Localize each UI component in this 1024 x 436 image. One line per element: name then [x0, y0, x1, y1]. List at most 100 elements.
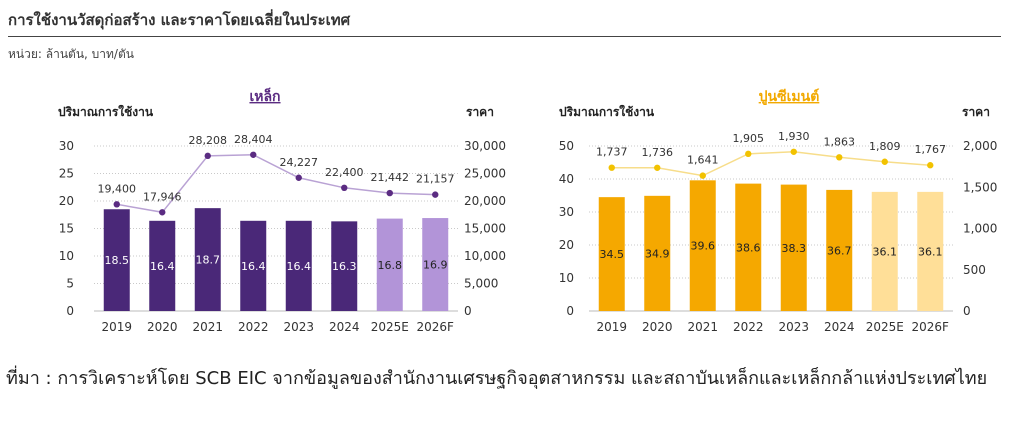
bar [422, 218, 449, 311]
x-tick-label: 2023 [778, 320, 809, 334]
x-tick-label: 2022 [733, 320, 764, 334]
price-label: 22,400 [325, 166, 364, 179]
x-tick-label: 2023 [283, 320, 314, 334]
price-label: 1,930 [778, 130, 810, 143]
y-tick-label: 15 [59, 222, 74, 236]
price-label: 24,227 [280, 156, 319, 169]
x-tick-label: 2021 [687, 320, 718, 334]
y2-tick-label: 20,000 [464, 194, 506, 208]
price-label: 1,905 [733, 132, 765, 145]
bar-value-label: 36.7 [827, 244, 852, 257]
x-tick-label: 2024 [824, 320, 855, 334]
x-tick-label: 2019 [101, 320, 132, 334]
price-point [654, 164, 661, 171]
bar [826, 189, 853, 311]
x-tick-label: 2026F [912, 320, 950, 334]
price-point [250, 151, 257, 158]
bar-value-label: 16.3 [332, 260, 357, 273]
bar [598, 197, 625, 311]
x-tick-label: 2026F [417, 320, 455, 334]
bar-value-label: 39.6 [691, 240, 716, 253]
bar-value-label: 34.9 [645, 247, 670, 260]
y-tick-label: 10 [59, 249, 74, 263]
y2-tick-label: 500 [963, 263, 986, 277]
y-tick-label: 20 [559, 238, 574, 252]
price-label: 1,737 [596, 146, 628, 159]
bar [917, 191, 944, 311]
y-tick-label: 20 [59, 194, 74, 208]
charts-canvas: 0 5 10 15 20 25 30 0 5,000 10,000 15,000 20,000 25,0… [58, 87, 998, 334]
y-tick-label: 0 [66, 304, 74, 318]
y2-tick-label: 30,000 [464, 139, 506, 153]
price-label: 1,809 [869, 140, 901, 153]
bar-value-label: 38.3 [782, 242, 807, 255]
x-tick-label: 2024 [329, 320, 360, 334]
y-tick-label: 0 [566, 304, 574, 318]
y2-tick-label: 1,500 [963, 180, 997, 194]
price-line [611, 151, 931, 177]
bar [331, 221, 358, 311]
price-point [386, 189, 393, 197]
y-tick-label: 40 [559, 172, 574, 186]
price-point [927, 162, 934, 169]
price-point [745, 150, 752, 158]
price-point [204, 152, 211, 160]
x-tick-label: 2025E [371, 320, 409, 334]
price-point [881, 158, 888, 165]
bar-value-label: 34.5 [600, 248, 625, 261]
y-tick-label: 50 [559, 139, 574, 153]
x-tick-label: 2019 [596, 320, 627, 334]
y2-tick-label: 5,000 [464, 277, 498, 291]
y2-tick-label: 1,000 [963, 222, 997, 236]
bar [240, 220, 267, 311]
bar-value-label: 16.4 [150, 260, 175, 273]
unit-note: หน่วย: ล้านตัน, บาท/ตัน [8, 47, 134, 61]
price-label: 1,767 [915, 143, 947, 156]
price-point [113, 201, 120, 208]
bar [103, 209, 130, 311]
x-tick-label: 2020 [642, 320, 673, 334]
price-label: 21,157 [416, 173, 455, 186]
price-label: 1,863 [824, 135, 856, 148]
chart-steel: 0 5 10 15 20 25 30 0 5,000 10,000 15,000 20,000 25,0… [58, 87, 506, 334]
chart-title: ปูนซีเมนต์ [759, 88, 820, 105]
bar-value-label: 16.4 [287, 260, 312, 273]
bar-value-label: 16.4 [241, 260, 266, 273]
bar [735, 183, 762, 311]
bar [780, 184, 807, 311]
title-divider [8, 36, 1001, 37]
y-tick-label: 10 [559, 271, 574, 285]
y2-axis-label: ราคา [466, 105, 494, 119]
bar [194, 208, 221, 311]
price-point [790, 148, 797, 155]
bar [149, 220, 176, 311]
bar-value-label: 36.1 [873, 245, 898, 258]
y2-tick-label: 15,000 [464, 222, 506, 236]
y-tick-label: 30 [559, 205, 574, 219]
price-point [341, 184, 348, 191]
bar-value-label: 18.7 [196, 254, 221, 267]
page-title: การใช้งานวัสดุก่อสร้าง และราคาโดยเฉลี่ยใ… [8, 11, 351, 29]
price-label: 1,641 [687, 154, 719, 167]
price-label: 17,946 [143, 190, 182, 203]
chart-title: เหล็ก [249, 87, 280, 105]
bar-value-label: 16.8 [378, 259, 403, 272]
y-axis-label: ปริมาณการใช้งาน [58, 104, 154, 119]
source-note: ที่มา : การวิเคราะห์โดย SCB EIC จากข้อมู… [6, 368, 988, 389]
bar [871, 191, 898, 311]
y2-tick-label: 2,000 [963, 139, 997, 153]
bar [689, 180, 716, 311]
bar-value-label: 38.6 [736, 241, 761, 254]
price-point [699, 172, 706, 179]
bar-value-label: 36.1 [918, 245, 943, 258]
y-tick-label: 30 [59, 139, 74, 153]
y2-tick-label: 10,000 [464, 249, 506, 263]
chart-cement: 0102030405005001,0001,5002,000ปริมาณการใ… [559, 88, 998, 334]
y-tick-label: 25 [59, 167, 74, 181]
bar-value-label: 16.9 [423, 259, 448, 272]
y2-tick-label: 25,000 [464, 167, 506, 181]
price-label: 28,208 [189, 134, 228, 147]
price-label: 19,400 [98, 182, 137, 195]
y2-tick-label: 0 [963, 304, 971, 318]
price-point [295, 174, 302, 181]
